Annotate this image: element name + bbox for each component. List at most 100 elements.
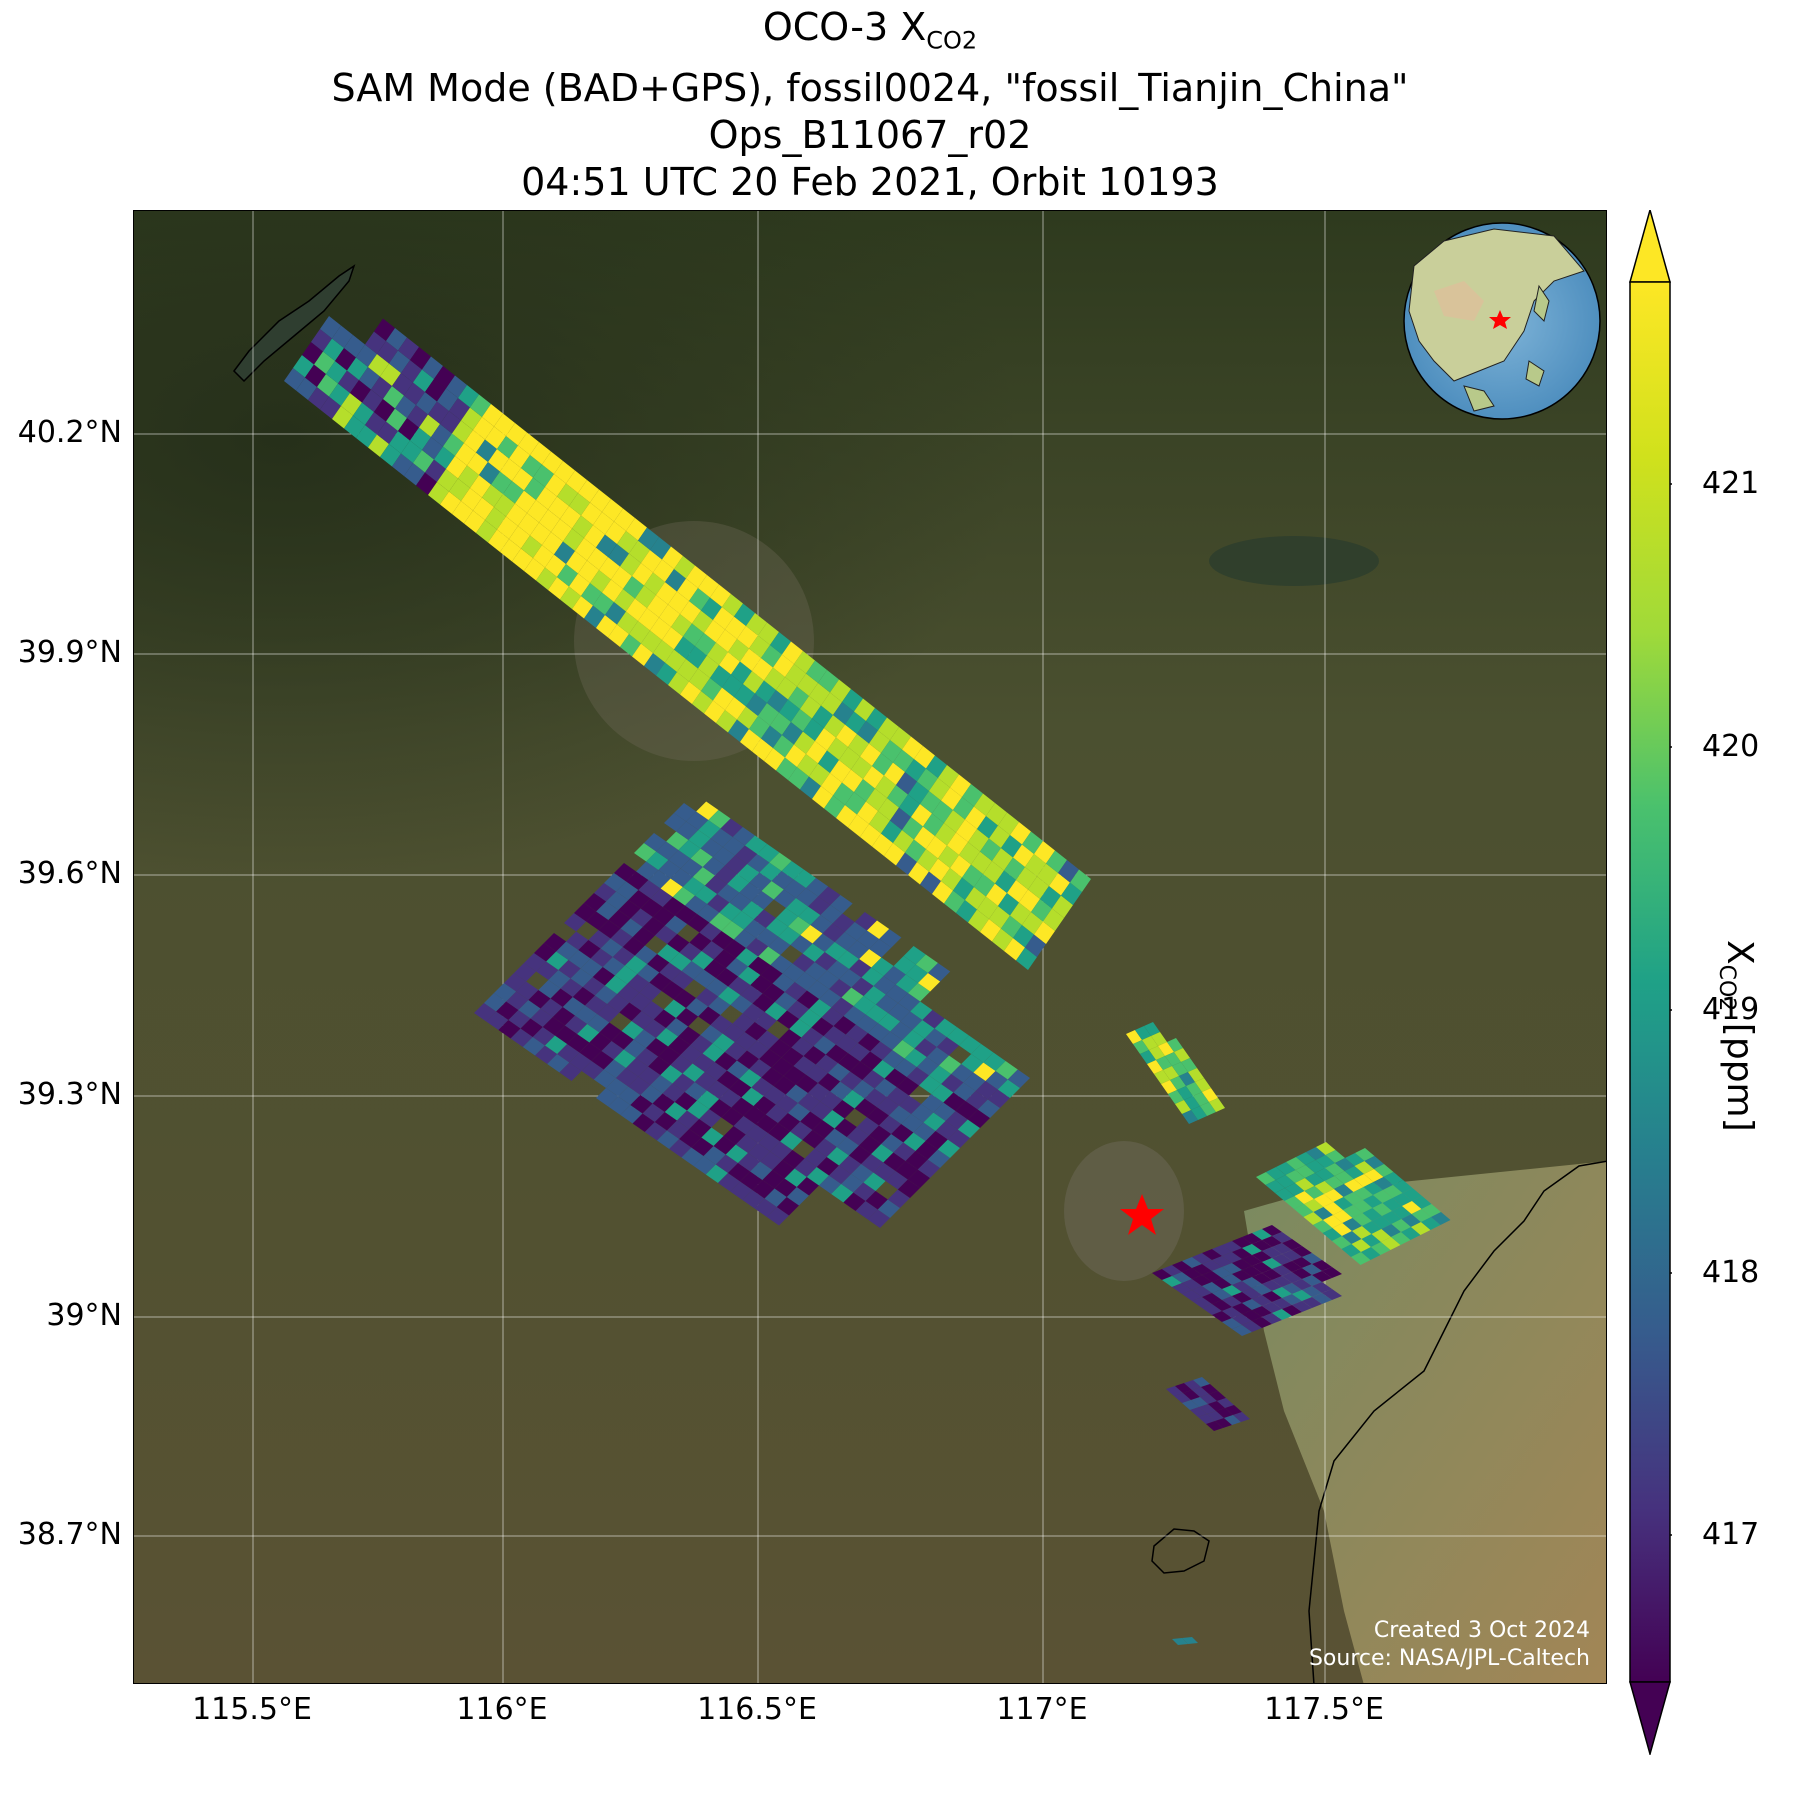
swath-beijing-pixel — [422, 356, 443, 379]
swath-southwest-pixel — [709, 1099, 732, 1118]
swath-beijing-pixel — [1046, 850, 1067, 873]
swath-southwest-pixel — [777, 1010, 800, 1029]
swath-beijing-pixel — [395, 395, 416, 418]
swath-beijing-pixel — [629, 540, 650, 563]
swath-beijing-pixel — [1034, 841, 1055, 864]
swath-southwest-pixel — [794, 972, 817, 991]
swath-tianjin-east-pixel — [1335, 1158, 1355, 1171]
credit-source: Source: NASA/JPL-Caltech — [1308, 1646, 1590, 1671]
swath-southwest-pixel — [985, 1071, 1008, 1090]
swath-tianjin-south-pixel — [1292, 1279, 1312, 1290]
swath-southwest-pixel — [628, 1076, 651, 1095]
swath-beijing-pixel — [530, 442, 551, 465]
swath-beijing-pixel — [398, 337, 419, 360]
swath-tianjin-south-pixel — [1242, 1233, 1262, 1244]
swath-southwest-pixel — [908, 983, 931, 1002]
swath-southwest-pixel — [915, 954, 938, 973]
swath-beijing-pixel — [713, 607, 734, 630]
swath-southwest-pixel — [672, 1073, 695, 1092]
swath-southwest-pixel — [737, 864, 760, 883]
swath-tianjin-east-pixel — [1316, 1142, 1336, 1155]
swath-beijing-pixel — [545, 554, 566, 577]
swath-tianjin-south-pixel — [1232, 1303, 1252, 1314]
swath-southwest-pixel — [753, 1096, 776, 1115]
swath-southwest-pixel — [659, 962, 682, 981]
swath-tianjin-east-pixel — [1285, 1170, 1305, 1183]
swath-southwest-pixel — [763, 1086, 786, 1105]
swath-tianjin-east-pixel — [1323, 1202, 1343, 1215]
swath-beijing-pixel — [740, 729, 761, 752]
swath-southwest-pixel — [953, 1082, 976, 1101]
swath-southwest-pixel — [648, 870, 671, 889]
swath-southwest-pixel — [946, 1027, 969, 1046]
swath-southwest-pixel — [868, 1023, 891, 1042]
swath-southwest-pixel — [518, 1000, 541, 1019]
swath-southwest-pixel — [928, 963, 951, 982]
swath-southwest-pixel — [580, 958, 603, 977]
swath-beijing-pixel — [374, 318, 395, 341]
swath-southwest-pixel — [568, 950, 591, 969]
swath-beijing-pixel — [941, 868, 962, 891]
swath-beijing-pixel — [365, 412, 386, 435]
swath-southwest-pixel — [508, 1010, 531, 1029]
swath-beijing-pixel — [851, 756, 872, 779]
swath-beijing-pixel — [728, 719, 749, 742]
lat-tick-40.2: 40.2°N — [17, 415, 122, 450]
swath-beijing-pixel — [386, 328, 407, 351]
lon-tick-116: 116°E — [456, 1692, 548, 1727]
swath-southwest-pixel — [838, 1053, 861, 1072]
lon-tick-116.5: 116.5°E — [697, 1692, 817, 1727]
swath-southwest-pixel — [916, 1057, 939, 1076]
swath-beijing-pixel — [815, 728, 836, 751]
swath-southwest-pixel — [879, 1115, 902, 1134]
swath-southwest-pixel — [656, 1028, 679, 1047]
swath-tianjin-south-pixel — [1302, 1264, 1322, 1275]
swath-tianjin-east-pixel — [1333, 1197, 1353, 1210]
swath-southwest-pixel — [610, 928, 633, 947]
swath-southwest-pixel — [773, 1076, 796, 1095]
swath-southwest-pixel — [707, 1080, 730, 1099]
swath-southwest-pixel — [891, 1124, 914, 1143]
target-star-icon — [1120, 1194, 1164, 1235]
swath-southwest-pixel — [796, 1177, 819, 1196]
swath-beijing-pixel — [788, 767, 809, 790]
swath-southwest-pixel — [716, 968, 739, 987]
swath-southwest-pixel — [638, 1066, 661, 1085]
swath-beijing-pixel — [695, 633, 716, 656]
swath-southwest-pixel — [605, 975, 628, 994]
swath-tianjin-south-pixel — [1202, 1293, 1222, 1304]
swath-beijing-pixel — [701, 678, 722, 701]
swath-tianjin-south-pixel — [1232, 1259, 1252, 1270]
swath-southwest-pixel — [919, 1075, 942, 1094]
swath-southwest-pixel — [644, 833, 667, 852]
swath-southwest-pixel — [506, 991, 529, 1010]
swath-beijing-pixel — [857, 801, 878, 824]
swath-beijing-pixel — [1022, 912, 1043, 935]
swath-southwest-pixel — [654, 1112, 677, 1131]
globe-japan — [1533, 284, 1550, 322]
swath-tianjin-east-pixel — [1344, 1166, 1364, 1179]
swath-tianjin-south-pixel — [1262, 1247, 1282, 1258]
swath-southwest-pixel — [636, 861, 659, 880]
swath-tianjin-north-pixel — [1191, 1106, 1207, 1120]
swath-southwest-pixel — [748, 956, 771, 975]
swath-beijing-pixel — [326, 361, 347, 384]
swath-southwest-pixel — [888, 1003, 911, 1022]
swath-southwest-pixel — [668, 850, 691, 869]
swath-beijing-pixel — [764, 667, 785, 690]
swath-beijing-pixel — [491, 471, 512, 494]
swath-tianjin-south-pixel — [1182, 1268, 1202, 1279]
swath-southwest-pixel — [676, 821, 699, 840]
swath-southwest-pixel — [817, 970, 840, 989]
swath-tianjin-north-pixel — [1133, 1040, 1149, 1054]
swath-southwest-pixel — [755, 1114, 778, 1133]
swath-southwest-pixel — [538, 980, 561, 999]
swath-beijing-pixel — [653, 559, 674, 582]
swath-southwest-pixel — [758, 1133, 781, 1152]
swath-southwest-pixel — [552, 1007, 575, 1026]
swath-southwest-pixel — [769, 1039, 792, 1058]
swath-tianjin-east-pixel — [1276, 1162, 1296, 1175]
swath-beijing-pixel — [353, 402, 374, 425]
swath-beijing-pixel — [452, 420, 473, 443]
swath-beijing-pixel — [545, 474, 566, 497]
